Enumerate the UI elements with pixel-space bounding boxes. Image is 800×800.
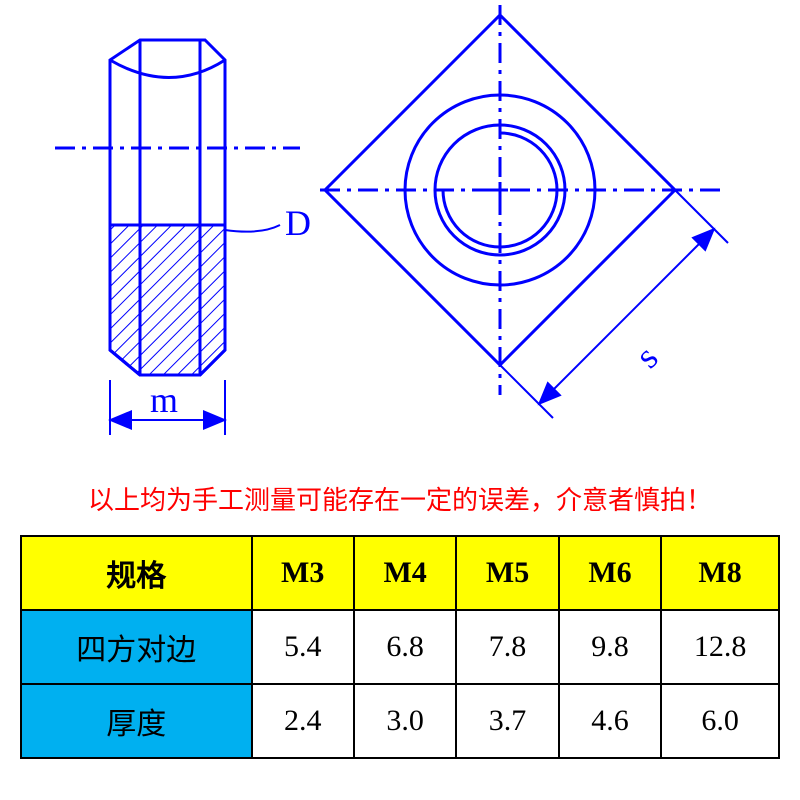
col-m6: M6 bbox=[559, 536, 661, 610]
cell: 6.8 bbox=[354, 610, 456, 684]
label-d: D bbox=[285, 203, 311, 243]
label-m: m bbox=[150, 380, 178, 420]
cell: 5.4 bbox=[252, 610, 354, 684]
cell: 9.8 bbox=[559, 610, 661, 684]
note-text: 以上均为手工测量可能存在一定的误差，介意者慎拍！ bbox=[88, 486, 712, 515]
col-m5: M5 bbox=[456, 536, 558, 610]
side-view bbox=[55, 40, 300, 375]
cell: 4.6 bbox=[559, 684, 661, 758]
spec-table: 规格 M3 M4 M5 M6 M8 四方对边 5.4 6.8 7.8 9.8 1… bbox=[20, 535, 780, 759]
cell: 12.8 bbox=[661, 610, 779, 684]
dimension-s bbox=[500, 190, 728, 418]
label-s: s bbox=[627, 337, 665, 375]
cell: 6.0 bbox=[661, 684, 779, 758]
top-view bbox=[320, 5, 720, 395]
cell: 2.4 bbox=[252, 684, 354, 758]
col-m3: M3 bbox=[252, 536, 354, 610]
row-label-width: 四方对边 bbox=[21, 610, 252, 684]
technical-diagram: D m bbox=[0, 0, 800, 470]
table-header-row: 规格 M3 M4 M5 M6 M8 bbox=[21, 536, 779, 610]
cell: 3.0 bbox=[354, 684, 456, 758]
cell: 7.8 bbox=[456, 610, 558, 684]
table-row: 厚度 2.4 3.0 3.7 4.6 6.0 bbox=[21, 684, 779, 758]
cell: 3.7 bbox=[456, 684, 558, 758]
measurement-note: 以上均为手工测量可能存在一定的误差，介意者慎拍！ bbox=[0, 480, 800, 517]
table-row: 四方对边 5.4 6.8 7.8 9.8 12.8 bbox=[21, 610, 779, 684]
col-m8: M8 bbox=[661, 536, 779, 610]
col-spec: 规格 bbox=[21, 536, 252, 610]
col-m4: M4 bbox=[354, 536, 456, 610]
row-label-thickness: 厚度 bbox=[21, 684, 252, 758]
